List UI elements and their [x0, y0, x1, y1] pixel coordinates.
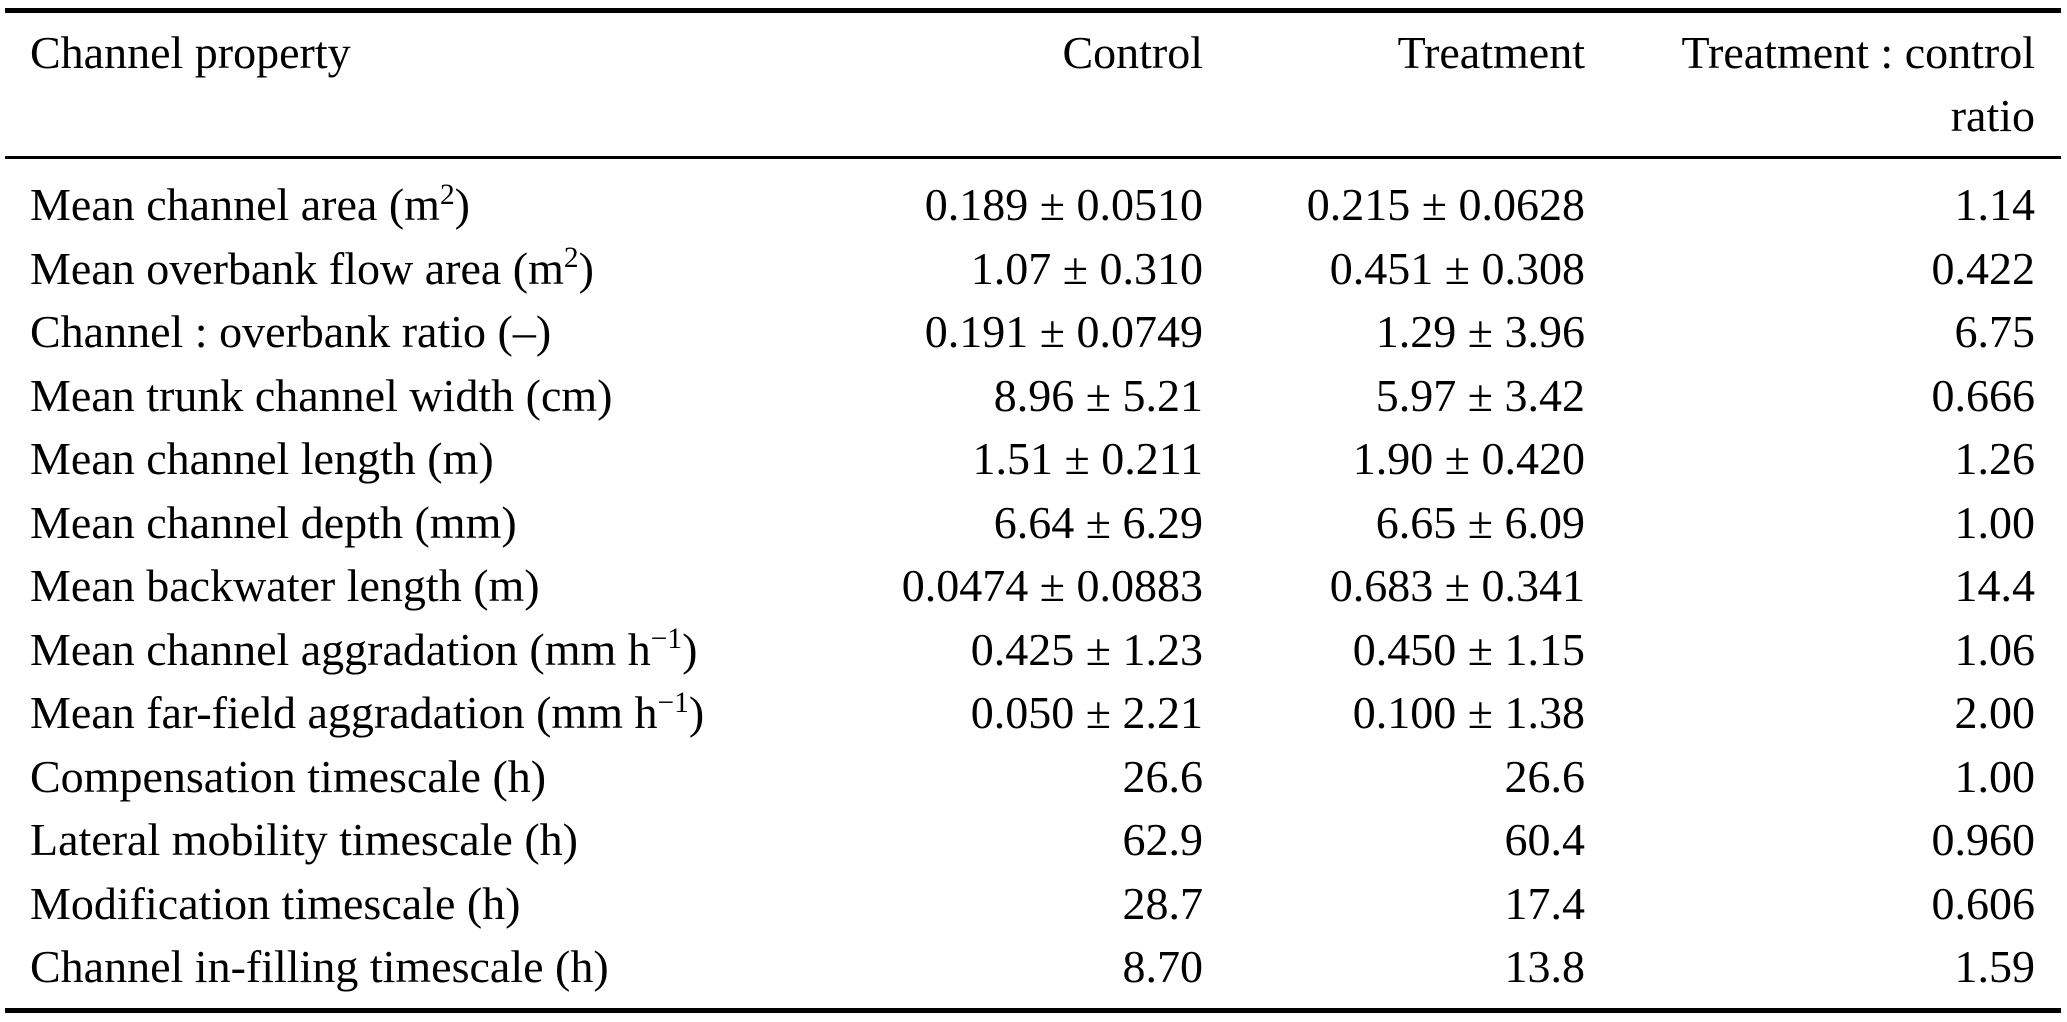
property-cell: Mean channel length (m) — [30, 433, 494, 484]
table-row: Mean channel length (m) 1.51 ± 0.211 1.90 … — [0, 427, 2067, 491]
treatment-cell: 60.4 — [1504, 814, 1586, 865]
property-cell: Mean far-field aggradation (mm h−1) — [30, 686, 705, 738]
property-cell: Compensation timescale (h) — [30, 750, 547, 802]
table-row: Mean trunk channel width (cm) 8.96 ± 5.21… — [0, 364, 2067, 428]
table-header-rule — [5, 156, 2061, 159]
table-row: Mean overbank flow area (m2) 1.07 ± 0.310… — [0, 237, 2067, 301]
table-row: Mean backwater length (m) 0.0474 ± 0.0883… — [0, 554, 2067, 618]
ratio-cell: 0.422 — [1931, 242, 2036, 294]
table-row: Modification timescale (h) 28.7 17.4 0.606 — [0, 872, 2067, 936]
ratio-cell: 1.14 — [1954, 179, 2036, 230]
table-bottom-rule — [5, 1008, 2061, 1013]
table-row: Mean channel area (m2) 0.189 ± 0.0510 0.21… — [0, 173, 2067, 237]
column-header-ratio-line2: ratio — [1950, 90, 2035, 141]
control-cell: 8.70 — [1122, 941, 1204, 992]
treatment-cell: 1.29 ± 3.96 — [1375, 306, 1585, 357]
table-header-row: Channel property Control Treatment Treat… — [0, 0, 2067, 156]
column-header-treatment: Treatment — [1397, 27, 1585, 78]
column-header-ratio: Treatment : control ratio — [1682, 21, 2035, 147]
treatment-cell: 0.215 ± 0.0628 — [1306, 179, 1585, 230]
control-cell: 28.7 — [1122, 877, 1204, 929]
treatment-cell: 1.90 ± 0.420 — [1352, 433, 1585, 484]
treatment-cell: 0.683 ± 0.341 — [1329, 560, 1585, 611]
property-cell: Mean channel aggradation (mm h−1) — [30, 623, 698, 675]
treatment-cell: 0.451 ± 0.308 — [1329, 242, 1585, 294]
table-row: Channel in-filling timescale (h) 8.70 13.8… — [0, 935, 2067, 999]
ratio-cell: 1.06 — [1954, 623, 2036, 675]
treatment-cell: 13.8 — [1504, 941, 1586, 992]
table-row: Mean channel aggradation (mm h−1) 0.425 ±… — [0, 618, 2067, 682]
property-cell: Channel : overbank ratio (–) — [30, 306, 552, 357]
ratio-cell: 2.00 — [1954, 687, 2036, 738]
property-cell: Mean channel depth (mm) — [30, 496, 517, 548]
property-cell: Mean backwater length (m) — [30, 560, 540, 611]
ratio-cell: 0.606 — [1931, 877, 2036, 929]
ratio-cell: 0.960 — [1931, 814, 2036, 865]
control-cell: 1.51 ± 0.211 — [972, 433, 1203, 484]
table-row: Channel : overbank ratio (–) 0.191 ± 0.07… — [0, 300, 2067, 364]
control-cell: 6.64 ± 6.29 — [993, 496, 1203, 548]
control-cell: 62.9 — [1122, 814, 1204, 865]
treatment-cell: 6.65 ± 6.09 — [1375, 496, 1585, 548]
ratio-cell: 1.59 — [1954, 941, 2036, 992]
control-cell: 8.96 ± 5.21 — [993, 369, 1203, 421]
ratio-cell: 0.666 — [1931, 369, 2036, 421]
table-row: Compensation timescale (h) 26.6 26.6 1.00 — [0, 745, 2067, 809]
column-header-ratio-line1: Treatment : control — [1681, 27, 2035, 78]
control-cell: 0.0474 ± 0.0883 — [901, 560, 1203, 611]
table-top-rule — [5, 8, 2061, 13]
control-cell: 0.050 ± 2.21 — [970, 687, 1203, 738]
table-body: Mean channel area (m2) 0.189 ± 0.0510 0.21… — [0, 160, 2067, 999]
property-cell: Mean channel area (m2) — [30, 178, 470, 230]
property-cell: Modification timescale (h) — [30, 877, 521, 929]
treatment-cell: 26.6 — [1504, 750, 1586, 802]
column-header-property: Channel property — [30, 27, 351, 78]
table-row: Mean far-field aggradation (mm h−1) 0.050… — [0, 681, 2067, 745]
treatment-cell: 0.450 ± 1.15 — [1352, 623, 1585, 675]
table-row: Lateral mobility timescale (h) 62.9 60.4 0.… — [0, 808, 2067, 872]
ratio-cell: 1.26 — [1954, 433, 2036, 484]
control-cell: 0.191 ± 0.0749 — [924, 306, 1203, 357]
table-row: Mean channel depth (mm) 6.64 ± 6.29 6.65 ±… — [0, 491, 2067, 555]
ratio-cell: 1.00 — [1954, 750, 2036, 802]
treatment-cell: 17.4 — [1504, 877, 1586, 929]
treatment-cell: 5.97 ± 3.42 — [1375, 369, 1585, 421]
control-cell: 26.6 — [1122, 750, 1204, 802]
property-cell: Mean trunk channel width (cm) — [30, 369, 613, 421]
control-cell: 0.425 ± 1.23 — [970, 623, 1203, 675]
property-cell: Lateral mobility timescale (h) — [30, 814, 578, 865]
ratio-cell: 6.75 — [1954, 306, 2036, 357]
control-cell: 1.07 ± 0.310 — [970, 242, 1203, 294]
property-cell: Channel in-filling timescale (h) — [30, 941, 609, 992]
ratio-cell: 1.00 — [1954, 496, 2036, 548]
treatment-cell: 0.100 ± 1.38 — [1352, 687, 1585, 738]
property-cell: Mean overbank flow area (m2) — [30, 242, 594, 294]
control-cell: 0.189 ± 0.0510 — [924, 179, 1203, 230]
column-header-control: Control — [1062, 27, 1203, 78]
ratio-cell: 14.4 — [1954, 560, 2036, 611]
